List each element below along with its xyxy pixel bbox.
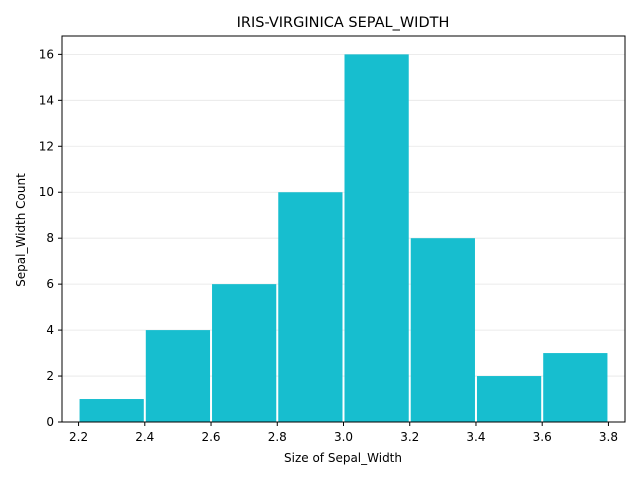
x-tick-label: 3.8 — [599, 430, 618, 444]
y-axis-label: Sepal_Width Count — [14, 173, 28, 287]
y-axis-ticks: 0 2 4 6 8 10 12 14 16 — [39, 47, 62, 429]
histogram-bar — [410, 238, 475, 422]
y-tick-label: 6 — [46, 277, 54, 291]
y-tick-label: 16 — [39, 47, 54, 61]
y-tick-label: 8 — [46, 231, 54, 245]
y-tick-label: 10 — [39, 185, 54, 199]
histogram-bar — [344, 54, 409, 422]
histogram-bar — [543, 353, 608, 422]
x-tick-label: 3.4 — [466, 430, 485, 444]
x-tick-label: 2.8 — [268, 430, 287, 444]
y-tick-label: 0 — [46, 415, 54, 429]
x-tick-label: 3.0 — [334, 430, 353, 444]
x-tick-label: 2.2 — [69, 430, 88, 444]
x-tick-label: 3.2 — [400, 430, 419, 444]
y-tick-label: 4 — [46, 323, 54, 337]
bars — [79, 54, 608, 422]
x-tick-label: 2.6 — [201, 430, 220, 444]
x-axis-ticks: 2.2 2.4 2.6 2.8 3.0 3.2 3.4 3.6 3.8 — [69, 422, 618, 444]
x-axis-label: Size of Sepal_Width — [284, 451, 402, 465]
histogram-bar — [278, 192, 343, 422]
histogram-bar — [145, 330, 211, 422]
x-tick-label: 2.4 — [135, 430, 154, 444]
x-tick-label: 3.6 — [533, 430, 552, 444]
y-tick-label: 14 — [39, 93, 54, 107]
chart-title: IRIS-VIRGINICA SEPAL_WIDTH — [237, 15, 450, 31]
y-tick-label: 12 — [39, 139, 54, 153]
y-tick-label: 2 — [46, 369, 54, 383]
histogram-bar — [79, 399, 144, 422]
histogram-bar — [212, 284, 277, 422]
histogram-bar — [476, 376, 542, 422]
